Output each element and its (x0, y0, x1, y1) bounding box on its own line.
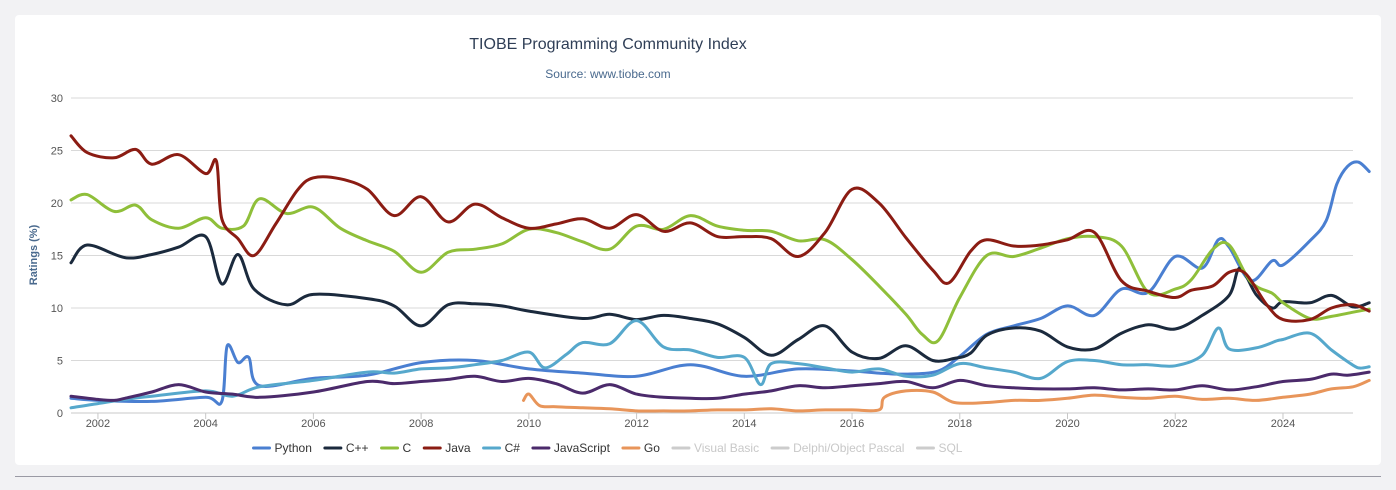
legend-item-sql[interactable]: SQL (915, 441, 963, 455)
legend-item-c[interactable]: C++ (323, 441, 369, 455)
chart-card: TIOBE Programming Community Index Source… (15, 15, 1381, 465)
series-line-python (69, 160, 1371, 406)
legend-label: SQL (938, 441, 962, 455)
x-tick-label: 2004 (193, 418, 217, 430)
legend-item-c[interactable]: C (380, 441, 412, 455)
x-tick-label: 2008 (409, 418, 433, 430)
x-tick-label: 2024 (1271, 418, 1295, 430)
series-line-java (69, 134, 1371, 323)
series-line-go (522, 378, 1371, 413)
x-tick-label: 2022 (1163, 418, 1187, 430)
y-tick-labels: 0 5 10 15 20 25 30 (51, 93, 63, 420)
series-line-c (69, 192, 1371, 345)
legend-item-c[interactable]: C# (482, 441, 521, 455)
series-line-c (69, 233, 1371, 363)
x-tick-label: 2010 (517, 418, 541, 430)
legend-label: Delphi/Object Pascal (793, 441, 904, 455)
y-tick-label: 25 (51, 146, 63, 158)
chart-subtitle: Source: www.tiobe.com (545, 67, 670, 81)
series-line-c (69, 319, 1371, 410)
legend-item-delphi-object-pascal[interactable]: Delphi/Object Pascal (770, 441, 904, 455)
legend: Python C++ C Java C# JavaScript Go Visual Basic… (252, 441, 963, 455)
chart-svg: TIOBE Programming Community Index Source… (28, 36, 1371, 455)
x-tick-label: 2014 (732, 418, 756, 430)
x-tick-label: 2006 (301, 418, 325, 430)
chart-title: TIOBE Programming Community Index (469, 36, 746, 53)
y-tick-label: 20 (51, 198, 63, 210)
legend-label: Java (445, 441, 471, 455)
x-tick-label: 2018 (948, 418, 972, 430)
legend-label: Go (644, 441, 660, 455)
y-tick-label: 5 (57, 356, 63, 368)
legend-item-python[interactable]: Python (252, 441, 312, 455)
y-tick-label: 15 (51, 251, 63, 263)
grid-lines (71, 97, 1353, 414)
legend-label: JavaScript (554, 441, 611, 455)
y-tick-label: 0 (57, 408, 63, 420)
x-tick-label: 2012 (624, 418, 648, 430)
y-axis-label: Ratings (%) (28, 224, 40, 285)
legend-label: C (403, 441, 412, 455)
legend-item-javascript[interactable]: JavaScript (531, 441, 611, 455)
series-line-javascript (69, 370, 1371, 402)
legend-item-go[interactable]: Go (621, 441, 660, 455)
x-tick-labels: 2002 2004 2006 2008 2010 2012 2014 2016 2018 2020… (86, 413, 1295, 430)
y-tick-label: 10 (51, 303, 63, 315)
legend-label: C# (505, 441, 521, 455)
legend-label: Python (275, 441, 312, 455)
x-tick-label: 2016 (840, 418, 864, 430)
legend-label: C++ (346, 441, 369, 455)
legend-item-visual-basic[interactable]: Visual Basic (671, 441, 759, 455)
plot-area (69, 134, 1371, 413)
x-tick-label: 2020 (1055, 418, 1079, 430)
x-tick-label: 2002 (86, 418, 110, 430)
bottom-divider (15, 476, 1381, 477)
legend-item-java[interactable]: Java (422, 441, 471, 455)
y-tick-label: 30 (51, 93, 63, 105)
legend-label: Visual Basic (694, 441, 759, 455)
